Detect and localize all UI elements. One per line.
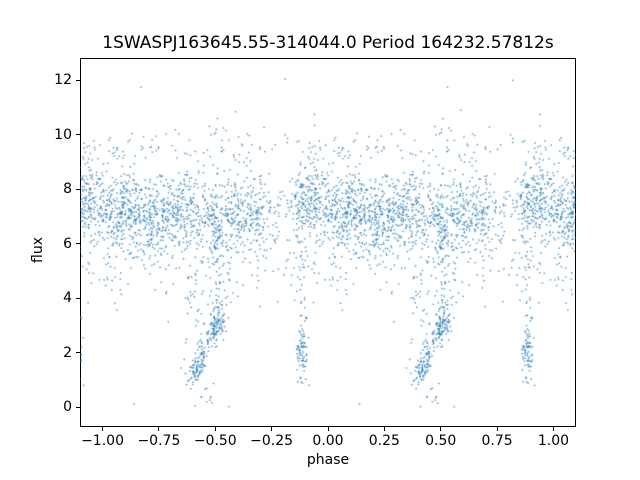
scatter-points-canvas [80, 58, 576, 427]
y-tick-mark [76, 243, 80, 245]
x-tick-mark [158, 427, 160, 431]
y-tick-label: 10 [54, 126, 72, 143]
x-tick-label: 1.00 [537, 433, 570, 449]
y-tick-label: 12 [54, 72, 72, 89]
x-tick-mark [102, 427, 104, 431]
x-tick-label: −1.00 [81, 433, 124, 449]
y-tick-mark [76, 406, 80, 408]
x-tick-label: 0.00 [312, 433, 344, 449]
x-tick-label: −0.25 [250, 433, 294, 449]
x-tick-label: −0.50 [193, 433, 237, 449]
x-tick-mark [327, 427, 329, 431]
x-tick-mark [552, 427, 554, 431]
y-tick-mark [76, 188, 80, 190]
y-tick-mark [76, 79, 80, 81]
y-tick-label: 6 [63, 235, 72, 252]
x-tick-mark [271, 427, 273, 431]
plot-title: 1SWASPJ163645.55-314044.0 Period 164232.… [102, 33, 554, 53]
y-axis-label: flux [30, 237, 46, 263]
y-tick-mark [76, 134, 80, 136]
y-tick-label: 4 [63, 290, 72, 307]
x-tick-mark [496, 427, 498, 431]
x-tick-mark [383, 427, 385, 431]
x-tick-label: 0.75 [481, 433, 513, 449]
x-tick-label: −0.75 [137, 433, 181, 449]
x-axis-label: phase [306, 452, 350, 468]
x-tick-mark [440, 427, 442, 431]
y-tick-mark [76, 352, 80, 354]
x-tick-mark [214, 427, 216, 431]
y-tick-label: 0 [63, 399, 72, 416]
y-tick-label: 8 [63, 181, 72, 198]
x-tick-label: 0.25 [368, 433, 400, 449]
x-tick-label: 0.50 [425, 433, 457, 449]
y-tick-label: 2 [63, 344, 72, 361]
y-tick-mark [76, 297, 80, 299]
